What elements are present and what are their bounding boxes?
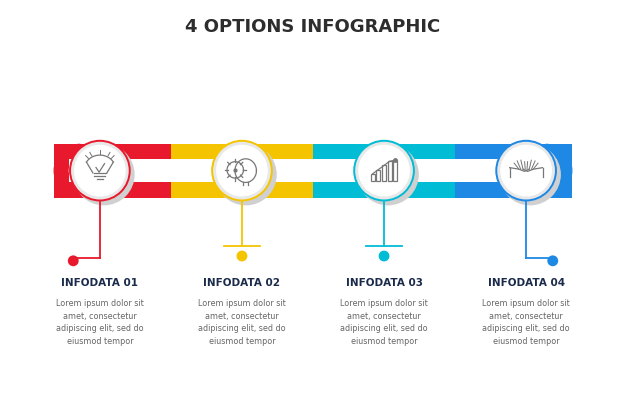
Text: INFODATA 03: INFODATA 03 xyxy=(346,278,423,288)
Circle shape xyxy=(358,145,410,197)
Circle shape xyxy=(213,142,271,200)
Circle shape xyxy=(355,142,413,200)
Text: Lorem ipsum dolor sit
amet, consectetur
adipiscing elit, sed do
eiusmod tempor: Lorem ipsum dolor sit amet, consectetur … xyxy=(56,299,144,346)
Wedge shape xyxy=(545,159,557,182)
Bar xyxy=(382,165,386,181)
Text: Lorem ipsum dolor sit
amet, consectetur
adipiscing elit, sed do
eiusmod tempor: Lorem ipsum dolor sit amet, consectetur … xyxy=(340,299,428,346)
Bar xyxy=(455,144,572,197)
Circle shape xyxy=(74,145,126,197)
Circle shape xyxy=(69,140,131,202)
Circle shape xyxy=(500,145,552,197)
Circle shape xyxy=(211,140,273,202)
Bar xyxy=(171,144,313,197)
Circle shape xyxy=(215,144,277,205)
Wedge shape xyxy=(545,144,572,197)
Circle shape xyxy=(495,140,557,202)
Bar xyxy=(387,161,392,181)
Wedge shape xyxy=(69,159,81,182)
Circle shape xyxy=(237,251,247,262)
Circle shape xyxy=(357,144,419,205)
Circle shape xyxy=(379,251,389,262)
Circle shape xyxy=(497,142,555,200)
Circle shape xyxy=(499,144,561,205)
Text: Lorem ipsum dolor sit
amet, consectetur
adipiscing elit, sed do
eiusmod tempor: Lorem ipsum dolor sit amet, consectetur … xyxy=(198,299,286,346)
Bar xyxy=(69,159,557,182)
Bar xyxy=(393,160,398,181)
Bar xyxy=(371,174,375,181)
Text: INFODATA 01: INFODATA 01 xyxy=(61,278,138,288)
Circle shape xyxy=(73,144,135,205)
Bar xyxy=(54,144,171,197)
Text: INFODATA 04: INFODATA 04 xyxy=(488,278,565,288)
Bar xyxy=(313,144,455,197)
Text: 4 OPTIONS INFOGRAPHIC: 4 OPTIONS INFOGRAPHIC xyxy=(185,18,441,37)
Circle shape xyxy=(547,255,558,266)
Circle shape xyxy=(353,140,415,202)
Circle shape xyxy=(71,142,129,200)
Text: INFODATA 02: INFODATA 02 xyxy=(203,278,280,288)
Wedge shape xyxy=(54,144,81,197)
Circle shape xyxy=(216,145,268,197)
Circle shape xyxy=(68,255,79,266)
Bar xyxy=(376,170,381,181)
Text: Lorem ipsum dolor sit
amet, consectetur
adipiscing elit, sed do
eiusmod tempor: Lorem ipsum dolor sit amet, consectetur … xyxy=(482,299,570,346)
